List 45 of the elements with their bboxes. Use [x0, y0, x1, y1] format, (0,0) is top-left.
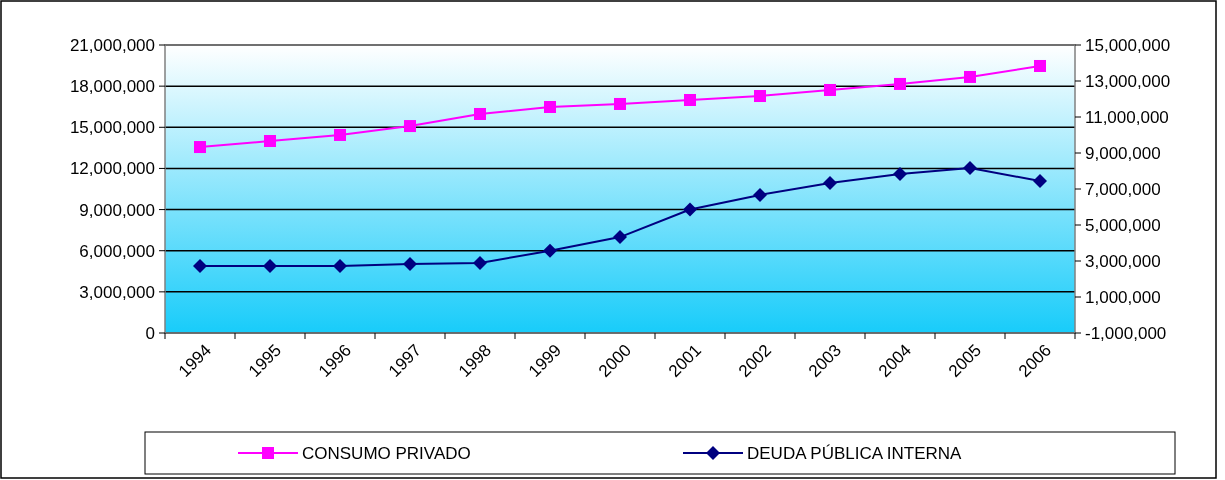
y2-tick-label: 7,000,000	[1085, 179, 1161, 199]
point	[894, 77, 906, 90]
y-tick-label: 21,000,000	[69, 35, 155, 55]
y-tick-label: 3,000,000	[79, 282, 155, 302]
y2-tick-label: 1,000,000	[1085, 287, 1161, 307]
y-tick-label: 9,000,000	[79, 200, 155, 220]
point	[753, 187, 767, 202]
y2-tick-label: -1,000,000	[1085, 323, 1167, 343]
point	[473, 255, 487, 270]
point	[1033, 174, 1047, 189]
y2-tick-label: 11,000,000	[1085, 107, 1169, 127]
point	[334, 128, 346, 141]
y-tick-label: 15,000,000	[69, 118, 155, 138]
y2-tick-label: 9,000,000	[1085, 143, 1161, 163]
point	[544, 100, 556, 113]
point	[684, 93, 696, 106]
y-tick-label: 18,000,000	[69, 77, 155, 97]
point	[754, 90, 766, 103]
point	[1034, 59, 1046, 72]
point	[683, 202, 697, 217]
point	[404, 120, 416, 133]
y2-tick-label: 13,000,000	[1085, 71, 1171, 91]
point	[194, 141, 206, 154]
point	[543, 243, 557, 258]
y-tick-label: 12,000,000	[69, 159, 155, 179]
y2-tick-label: 15,000,000	[1085, 35, 1171, 55]
y-tick-label: 6,000,000	[79, 241, 155, 261]
point	[893, 167, 907, 182]
point	[614, 97, 626, 110]
point	[193, 259, 207, 274]
point	[823, 176, 837, 191]
y2-tick-label: 3,000,000	[1085, 251, 1161, 271]
legend-label: CONSUMO PRIVADO	[302, 443, 471, 463]
point	[474, 107, 486, 120]
y2-tick-label: 5,000,000	[1085, 215, 1161, 235]
point	[964, 70, 976, 83]
point	[263, 259, 277, 274]
point	[403, 257, 417, 272]
legend-label: DEUDA PÚBLICA INTERNA	[747, 443, 963, 463]
y-tick-label: 0	[145, 323, 155, 343]
point	[963, 160, 977, 175]
point	[613, 230, 627, 245]
point	[333, 259, 347, 274]
point	[824, 83, 836, 96]
point	[264, 135, 276, 147]
